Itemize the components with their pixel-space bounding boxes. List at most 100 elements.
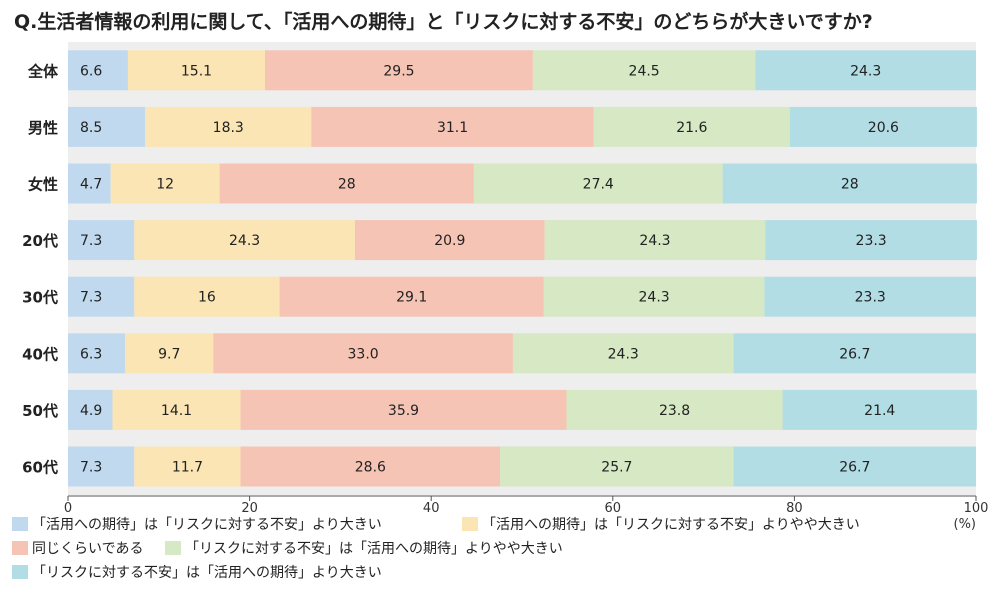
bar-segment bbox=[512, 333, 734, 374]
bar-segment bbox=[500, 446, 734, 487]
data-label: 18.3 bbox=[213, 120, 244, 136]
bar-segment bbox=[789, 106, 977, 147]
data-label: 7.3 bbox=[80, 233, 102, 249]
bar-segment bbox=[134, 446, 241, 487]
x-tick-label: 60 bbox=[605, 501, 622, 516]
x-tick-label: 100 bbox=[964, 501, 989, 516]
x-tick-label: 80 bbox=[786, 501, 803, 516]
legend-label: 「活用への期待」は「リスクに対する不安」より大きい bbox=[32, 517, 382, 533]
category-label: 男性 bbox=[28, 119, 58, 137]
data-label: 25.7 bbox=[601, 460, 632, 476]
data-label: 24.3 bbox=[229, 233, 260, 249]
legend-item: 「リスクに対する不安」は「活用への期待」より大きい bbox=[12, 562, 382, 582]
data-label: 24.5 bbox=[629, 63, 660, 79]
data-label: 26.7 bbox=[839, 460, 870, 476]
bar-segment bbox=[125, 333, 214, 374]
bar-segment bbox=[145, 106, 312, 147]
data-label: 24.3 bbox=[639, 290, 670, 306]
bar-segment bbox=[134, 276, 280, 317]
data-label: 6.3 bbox=[80, 346, 102, 362]
bar-segment bbox=[68, 50, 128, 91]
bar-segment bbox=[354, 220, 545, 261]
bar-segment bbox=[68, 276, 135, 317]
data-label: 24.3 bbox=[608, 346, 639, 362]
category-label: 女性 bbox=[28, 176, 58, 194]
data-label: 15.1 bbox=[181, 63, 212, 79]
category-label: 20代 bbox=[22, 232, 58, 250]
data-label: 24.3 bbox=[639, 233, 670, 249]
data-label: 6.6 bbox=[80, 63, 102, 79]
bar-segment bbox=[532, 50, 756, 91]
data-label: 21.6 bbox=[676, 120, 707, 136]
bar-segment bbox=[265, 50, 533, 91]
chart-title: Q.生活者情報の利用に関して、「活用への期待」と「リスクに対する不安」のどちらが… bbox=[14, 10, 873, 33]
data-label: 4.9 bbox=[80, 403, 102, 419]
data-label: 33.0 bbox=[348, 346, 379, 362]
legend-swatch bbox=[12, 541, 28, 555]
bar-segment bbox=[722, 163, 977, 204]
bar-segment bbox=[311, 106, 594, 147]
data-label: 28.6 bbox=[355, 460, 386, 476]
x-tick-label: 20 bbox=[241, 501, 258, 516]
data-label: 12 bbox=[156, 177, 174, 193]
legend-item: 「リスクに対する不安」は「活用への期待」よりやや大きい bbox=[165, 538, 563, 558]
bar-segment bbox=[68, 446, 135, 487]
data-label: 4.7 bbox=[80, 177, 102, 193]
legend-swatch bbox=[462, 517, 478, 531]
data-label: 20.9 bbox=[434, 233, 465, 249]
data-label: 31.1 bbox=[437, 120, 468, 136]
data-label: 24.3 bbox=[850, 63, 881, 79]
category-label: 50代 bbox=[22, 402, 58, 420]
category-label: 40代 bbox=[22, 345, 58, 363]
legend-swatch bbox=[12, 565, 28, 579]
bar-segment bbox=[68, 389, 113, 430]
bar-segment bbox=[68, 163, 111, 204]
legend-label: 「活用への期待」は「リスクに対する不安」よりやや大きい bbox=[482, 517, 860, 533]
data-label: 23.8 bbox=[659, 403, 690, 419]
data-label: 8.5 bbox=[80, 120, 102, 136]
data-label: 29.1 bbox=[396, 290, 427, 306]
category-label: 全体 bbox=[27, 62, 59, 80]
bar-segment bbox=[765, 220, 977, 261]
data-label: 28 bbox=[841, 177, 859, 193]
data-label: 21.4 bbox=[864, 403, 895, 419]
legend-item: 同じくらいである bbox=[12, 538, 143, 558]
bar-segment bbox=[544, 220, 766, 261]
bar-segment bbox=[593, 106, 790, 147]
data-label: 35.9 bbox=[388, 403, 419, 419]
category-label: 30代 bbox=[22, 289, 58, 307]
bar-segment bbox=[213, 333, 513, 374]
category-label: 60代 bbox=[22, 459, 58, 477]
x-tick-label: 0 bbox=[64, 501, 72, 516]
data-label: 27.4 bbox=[583, 177, 614, 193]
data-label: 9.7 bbox=[158, 346, 180, 362]
bar-segment bbox=[566, 389, 783, 430]
bar-segment bbox=[68, 333, 126, 374]
data-label: 11.7 bbox=[172, 460, 203, 476]
data-label: 26.7 bbox=[839, 346, 870, 362]
bar-segment bbox=[473, 163, 723, 204]
bar-segment bbox=[782, 389, 977, 430]
data-label: 23.3 bbox=[856, 233, 887, 249]
legend-swatch bbox=[12, 517, 28, 531]
data-label: 20.6 bbox=[868, 120, 899, 136]
data-label: 14.1 bbox=[161, 403, 192, 419]
bar-segment bbox=[240, 389, 567, 430]
bar-segment bbox=[764, 276, 976, 317]
bar-segment bbox=[755, 50, 976, 91]
bar-segment bbox=[240, 446, 501, 487]
bar-segment bbox=[110, 163, 220, 204]
legend-swatch bbox=[165, 541, 181, 555]
bar-segment bbox=[733, 333, 976, 374]
bar-segment bbox=[68, 220, 135, 261]
bar-segment bbox=[68, 106, 146, 147]
x-axis-unit: (%) bbox=[954, 517, 977, 532]
data-label: 7.3 bbox=[80, 460, 102, 476]
data-label: 29.5 bbox=[383, 63, 414, 79]
bar-segment bbox=[733, 446, 976, 487]
bar-segment bbox=[219, 163, 474, 204]
x-tick-label: 40 bbox=[423, 501, 440, 516]
data-label: 7.3 bbox=[80, 290, 102, 306]
data-label: 23.3 bbox=[855, 290, 886, 306]
